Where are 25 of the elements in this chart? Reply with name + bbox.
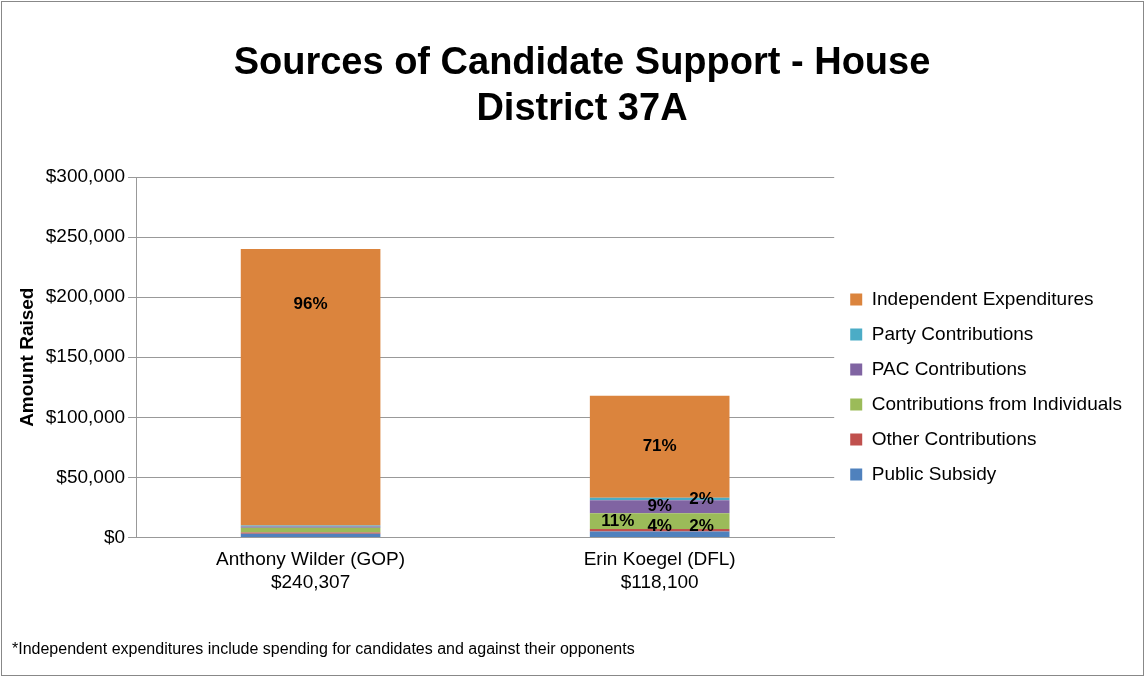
- y-tick-label: $250,000: [45, 225, 126, 247]
- x-tick-label: Erin Koegel (DFL) $118,100: [583, 548, 736, 592]
- bar: [240, 249, 381, 526]
- y-tick-label: $50,000: [56, 465, 126, 487]
- annotation: 96%: [293, 293, 328, 313]
- legend-label: PAC Contributions: [871, 357, 1027, 379]
- bar: [589, 531, 730, 537]
- y-axis-title: Amount Raised: [15, 287, 37, 427]
- y-tick-label: $200,000: [45, 285, 126, 307]
- chart-title: Sources of Candidate Support - House District 37A: [232, 39, 932, 130]
- legend-label: Contributions from Individuals: [871, 392, 1123, 414]
- y-tick-label: $100,000: [45, 405, 126, 427]
- legend-label: Independent Expenditures: [871, 287, 1094, 309]
- annotation: 71%: [642, 436, 677, 456]
- y-tick-label: $300,000: [45, 165, 126, 187]
- legend-label: Party Contributions: [871, 322, 1034, 344]
- annotation: 9%: [647, 496, 672, 516]
- y-tick-label: $150,000: [45, 345, 126, 367]
- bar: [240, 527, 381, 533]
- legend-label: Public Subsidy: [871, 462, 997, 484]
- text: *Independent expenditures include spending for candidates and against their opponents: [12, 640, 635, 658]
- annotation: 11%: [601, 510, 635, 530]
- x-tick-label: Anthony Wilder (GOP) $240,307: [216, 548, 406, 592]
- legend-label: Other Contributions: [871, 427, 1037, 449]
- y-tick-label: $0: [103, 525, 126, 547]
